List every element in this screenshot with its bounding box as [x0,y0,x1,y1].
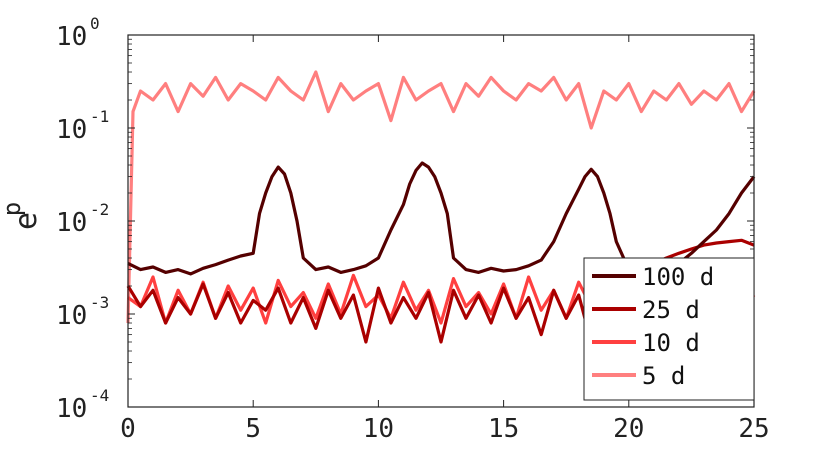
y-tick-label-exp: 0 [90,14,100,33]
y-tick-label: 10 -3 [56,293,109,331]
legend-label: 10 d [642,329,700,357]
x-tick-label: 25 [738,414,769,444]
x-tick-label: 5 [245,414,261,444]
y-tick-label-exp: -1 [90,107,109,126]
y-tick-label-exp: -4 [90,386,109,405]
legend-label: 5 d [642,362,685,390]
y-axis-label: e p [0,202,44,230]
x-tick-label: 0 [120,414,136,444]
x-tick-label: 15 [488,414,519,444]
y-tick-label: 10 -2 [56,200,109,238]
y-axis-label-main: e [9,212,44,230]
y-tick-label-exp: -2 [90,200,109,219]
y-tick-label: 10 -1 [56,107,109,145]
x-tick-label: 20 [613,414,644,444]
y-tick-label-base: 10 [56,208,87,238]
y-tick-label-base: 10 [56,394,87,424]
legend-label: 100 d [642,263,714,291]
y-tick-label-base: 10 [56,22,87,52]
legend-items: 100 d 25 d 10 d 5 d [592,263,714,390]
legend: 100 d 25 d 10 d 5 d [583,257,755,401]
series-line-5-d [126,70,756,324]
y-tick-label-base: 10 [56,115,87,145]
y-tick-label-base: 10 [56,301,87,331]
x-tick-label: 10 [363,414,394,444]
y-tick-label-exp: -3 [90,293,109,312]
y-tick-label: 10 -4 [56,386,109,424]
y-axis-label-sub: p [0,202,26,216]
legend-label: 25 d [642,296,700,324]
y-tick-label: 10 0 [56,14,100,52]
